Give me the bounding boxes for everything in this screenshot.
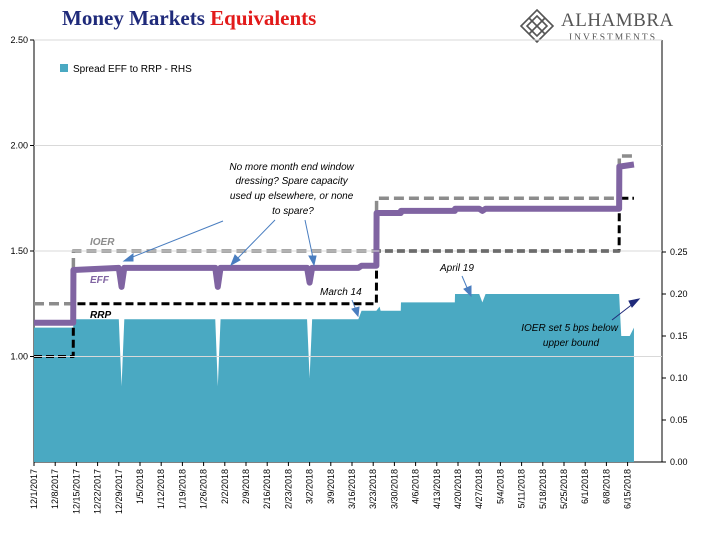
left-tick-label: 1.00 (10, 352, 28, 362)
annotation-march-14-arrow (351, 299, 360, 318)
title-part-1: Money Markets (62, 6, 205, 30)
x-tick-label: 5/4/2018 (495, 469, 505, 504)
x-tick-label: 3/2/2018 (305, 469, 315, 504)
x-tick-label: 4/13/2018 (432, 469, 442, 509)
x-tick-label: 12/29/2017 (114, 469, 124, 514)
left-tick-label: 2.00 (10, 141, 28, 151)
arrow-head (122, 252, 134, 262)
annotation-ioer-set-line-1: IOER set 5 bps below (521, 323, 618, 334)
annotation-month-end: No more month end window dressing? Spare… (229, 162, 356, 217)
arrow-line (304, 219, 314, 259)
x-ticks: 12/1/2017 12/8/2017 12/15/2017 12/22/2017 12… (29, 462, 633, 514)
legend-label-spread: Spread EFF to RRP - RHS (73, 64, 192, 75)
x-tick-label: 3/16/2018 (347, 469, 357, 509)
annotation-april-19: April 19 (439, 263, 474, 274)
arrow-head (308, 255, 317, 267)
arrow-line (611, 302, 635, 321)
series-area-spread (34, 294, 634, 462)
x-tick-label: 6/8/2018 (601, 469, 611, 504)
arrow-line (235, 219, 276, 261)
annotation-month-end-line-1: No more month end window (229, 162, 354, 173)
annotation-month-end-arrows (122, 219, 317, 267)
x-tick-label: 3/23/2018 (368, 469, 378, 509)
series-lines-layer (34, 154, 635, 358)
right-tick-label: 0.00 (670, 457, 688, 467)
x-tick-label: 5/25/2018 (559, 469, 569, 509)
x-tick-label: 2/16/2018 (262, 469, 272, 509)
series-line-eff (34, 161, 635, 326)
chart-title: Money Markets Equivalents (62, 6, 316, 31)
arrow-head (463, 285, 472, 298)
x-tick-label: 2/23/2018 (283, 469, 293, 509)
alhambra-logo: ALHAMBRA INVESTMENTS (519, 8, 699, 48)
x-tick-label: 3/9/2018 (326, 469, 336, 504)
annotation-ioer-set-line-2: upper bound (543, 338, 600, 349)
x-tick-label: 4/6/2018 (411, 469, 421, 504)
right-y-ticks: 0.25 0.20 0.15 0.10 0.05 0.00 (662, 247, 688, 467)
right-tick-label: 0.05 (670, 415, 688, 425)
x-tick-label: 6/1/2018 (580, 469, 590, 504)
series-label-eff: EFF (90, 275, 110, 286)
spread-area-layer (34, 294, 634, 462)
x-tick-label: 4/27/2018 (474, 469, 484, 509)
annotation-march-14: March 14 (320, 287, 362, 298)
x-tick-label: 1/19/2018 (177, 469, 187, 509)
right-tick-label: 0.10 (670, 373, 688, 383)
annotation-ioer-set: IOER set 5 bps below upper bound (521, 323, 621, 349)
x-tick-label: 12/1/2017 (29, 469, 39, 509)
diamond-lattice-icon (519, 8, 555, 44)
legend-swatch-spread (60, 64, 68, 72)
annotation-month-end-line-4: to spare? (272, 206, 314, 217)
annotation-ioer-set-arrow (611, 298, 641, 321)
right-tick-label: 0.25 (670, 247, 688, 257)
x-tick-label: 2/9/2018 (241, 469, 251, 504)
x-tick-label: 5/18/2018 (538, 469, 548, 509)
x-tick-label: 6/15/2018 (623, 469, 633, 509)
arrow-head (230, 254, 241, 267)
left-y-ticks: 2.50 2.00 1.50 1.00 (10, 35, 662, 362)
x-tick-label: 5/11/2018 (517, 469, 527, 508)
annotation-month-end-line-3: used up elsewhere, or none (230, 191, 354, 202)
x-tick-label: 1/26/2018 (199, 469, 209, 509)
x-tick-label: 3/30/2018 (389, 469, 399, 509)
arrow-line (129, 220, 224, 259)
x-tick-label: 12/15/2017 (71, 469, 81, 514)
arrow-head (628, 298, 641, 308)
left-tick-label: 1.50 (10, 246, 28, 256)
x-tick-label: 2/2/2018 (220, 469, 230, 504)
right-tick-label: 0.15 (670, 331, 688, 341)
right-tick-label: 0.20 (670, 289, 688, 299)
annotation-month-end-line-2: dressing? Spare capacity (235, 176, 348, 187)
x-tick-label: 1/5/2018 (135, 469, 145, 504)
left-tick-label: 2.50 (10, 35, 28, 45)
arrow-head (351, 306, 360, 318)
x-tick-label: 4/20/2018 (453, 469, 463, 509)
title-part-2: Equivalents (210, 6, 317, 30)
annotation-april-19-arrow (461, 275, 472, 298)
x-tick-label: 1/12/2018 (156, 469, 166, 509)
logo-brand-text: ALHAMBRA (561, 10, 674, 31)
x-tick-label: 12/8/2017 (50, 469, 60, 509)
series-label-rrp: RRP (90, 310, 111, 321)
series-label-ioer: IOER (90, 237, 115, 248)
x-tick-label: 12/22/2017 (93, 469, 103, 514)
logo-sub-text: INVESTMENTS (569, 33, 657, 43)
